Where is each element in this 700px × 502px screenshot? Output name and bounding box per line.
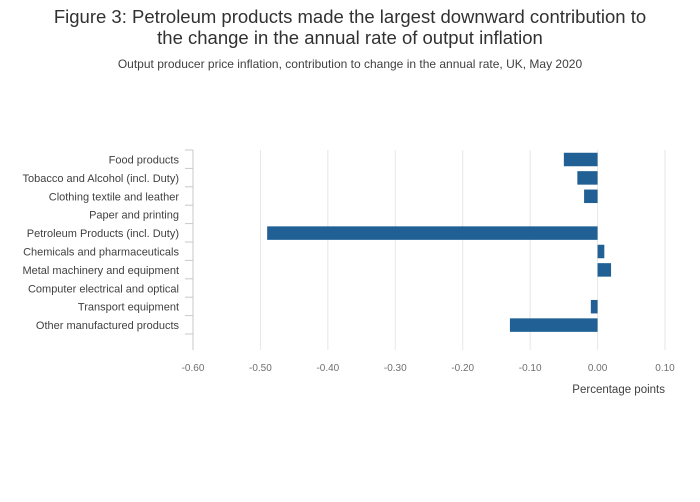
bar (590, 299, 598, 314)
chart-title: Figure 3: Petroleum products made the la… (0, 6, 700, 48)
chart-subtitle: Output producer price inflation, contrib… (117, 57, 583, 71)
bar (577, 171, 598, 185)
chart-title-line-1: Figure 3: Petroleum products made the la… (53, 6, 647, 27)
category-label: Food products (109, 155, 180, 167)
category-label: Other manufactured products (36, 320, 180, 332)
x-tick-label: -0.60 (182, 363, 205, 374)
bar (267, 226, 598, 240)
category-label: Transport equipment (78, 302, 179, 314)
bar (563, 152, 598, 167)
bar (584, 189, 598, 204)
category-label: Petroleum Products (incl. Duty) (27, 228, 179, 240)
category-label: Chemicals and pharmaceuticals (23, 247, 179, 259)
bar (509, 318, 598, 332)
category-label: Metal machinery and equipment (22, 265, 179, 277)
x-tick-label: -0.50 (249, 363, 272, 374)
x-axis-title: Percentage points (572, 384, 665, 396)
bar (597, 263, 612, 277)
x-tick-label: -0.30 (384, 363, 407, 374)
x-tick-label: -0.40 (316, 363, 339, 374)
bar (597, 244, 605, 259)
category-label: Clothing textile and leather (49, 191, 180, 203)
category-label: Computer electrical and optical (28, 283, 179, 295)
category-label: Tobacco and Alcohol (incl. Duty) (22, 173, 179, 185)
chart-title-line-2: the change in the annual rate of output … (157, 27, 543, 48)
x-tick-label: -0.10 (519, 363, 542, 374)
x-tick-label: 0.00 (588, 363, 608, 374)
x-tick-label: -0.20 (451, 363, 474, 374)
x-tick-label: 0.10 (655, 363, 675, 374)
category-label: Paper and printing (89, 210, 179, 222)
